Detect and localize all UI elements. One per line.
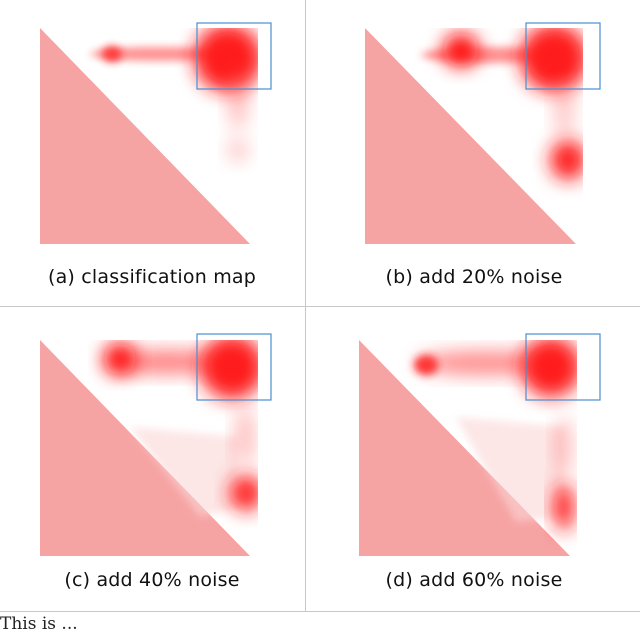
highlight-box xyxy=(525,22,601,90)
classification-map-d xyxy=(359,333,601,556)
lower-triangle xyxy=(365,28,576,244)
figure-grid: (a) classification map (b) add 20% noise xyxy=(0,0,640,612)
caption-a: (a) classification map xyxy=(47,266,257,288)
panel-c: (c) add 40% noise xyxy=(0,307,305,612)
panel-a: (a) classification map xyxy=(0,0,305,306)
panel-b: (b) add 20% noise xyxy=(306,0,640,306)
horizontal-divider xyxy=(0,306,640,307)
classification-map-b xyxy=(365,22,601,244)
panel-d: (d) add 60% noise xyxy=(306,307,640,612)
highlight-box xyxy=(196,22,272,90)
lower-triangle xyxy=(40,28,250,244)
highlight-box xyxy=(196,333,272,401)
classification-map-a xyxy=(40,22,272,244)
classification-map-c xyxy=(40,333,272,556)
caption-d: (d) add 60% noise xyxy=(385,569,563,591)
caption-b: (b) add 20% noise xyxy=(385,266,563,288)
bottom-divider xyxy=(0,611,640,612)
highlight-box xyxy=(525,333,601,401)
body-text-fragment: This is ... xyxy=(0,616,78,633)
caption-c: (c) add 40% noise xyxy=(64,569,240,591)
